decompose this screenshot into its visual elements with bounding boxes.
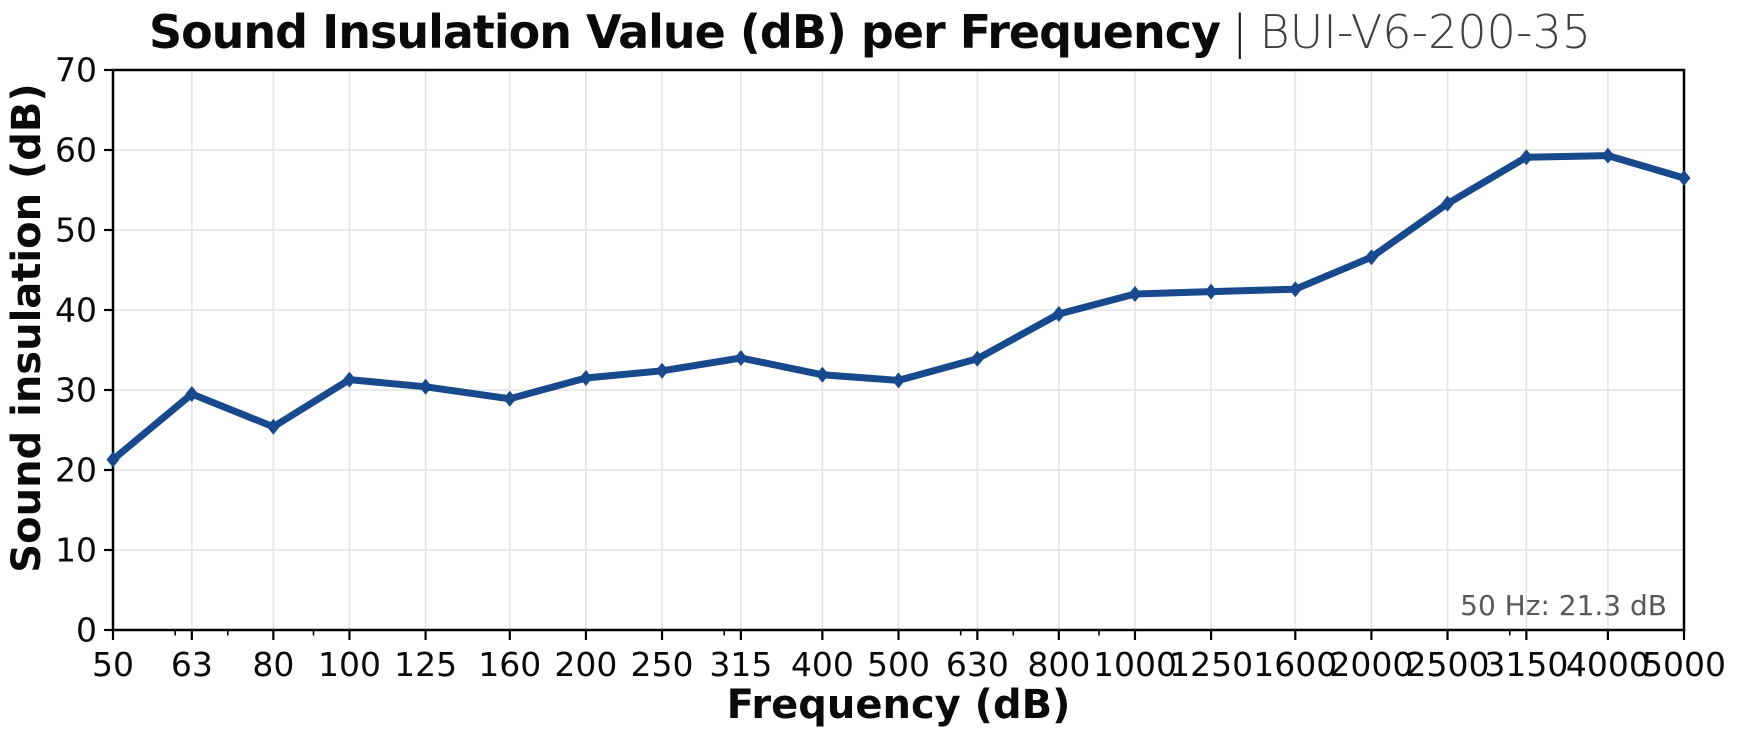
x-tick-label: 160: [478, 645, 541, 684]
chart-title-separator: |: [1232, 5, 1248, 59]
y-tick-label: 60: [55, 131, 97, 170]
x-tick-label: 63: [171, 645, 213, 684]
data-point-marker: [655, 362, 669, 379]
x-tick-label: 1000: [1093, 645, 1177, 684]
chart-title-spec-id: BUI-V6-200-35: [1259, 5, 1592, 59]
data-point-marker: [1441, 195, 1455, 212]
x-tick-label: 315: [709, 645, 772, 684]
data-point-marker: [185, 386, 199, 402]
y-tick-label: 50: [55, 211, 97, 250]
data-point-marker: [1288, 281, 1302, 298]
data-point-marker: [1601, 147, 1615, 164]
data-point-marker: [419, 378, 433, 395]
x-axis-label: Frequency (dB): [726, 682, 1071, 728]
data-point-marker: [1364, 249, 1378, 266]
data-point-marker: [1519, 149, 1533, 166]
data-point-annotation: 50 Hz: 21.3 dB: [1460, 589, 1667, 622]
y-tick-label: 20: [55, 451, 97, 490]
data-point-marker: [579, 370, 593, 386]
x-tick-label: 250: [631, 645, 694, 684]
x-tick-label: 500: [867, 645, 930, 684]
data-point-marker: [1204, 283, 1218, 300]
x-tick-label: 200: [554, 645, 617, 684]
data-point-marker: [1052, 306, 1066, 322]
data-point-marker: [342, 371, 356, 388]
y-tick-label: 70: [55, 51, 97, 90]
x-tick-label: 3150: [1484, 645, 1568, 684]
x-tick-label: 2500: [1406, 645, 1490, 684]
x-tick-label: 125: [394, 645, 457, 684]
x-tick-label: 800: [1027, 645, 1090, 684]
y-tick-label: 10: [55, 531, 97, 570]
x-tick-label: 50: [92, 645, 134, 684]
data-point-marker: [106, 451, 120, 468]
x-tick-label: 4000: [1566, 645, 1650, 684]
x-tick-label: 5000: [1642, 645, 1726, 684]
data-point-marker: [1128, 286, 1142, 302]
x-tick-label: 1250: [1169, 645, 1253, 684]
y-axis-label: Sound insulation (dB): [4, 83, 50, 573]
y-tick-label: 40: [55, 291, 97, 330]
x-tick-label: 1600: [1253, 645, 1337, 684]
chart-title-main: Sound Insulation Value (dB) per Frequenc…: [148, 5, 1221, 59]
y-tick-label: 0: [76, 611, 97, 650]
data-point-marker: [503, 390, 517, 407]
data-point-marker: [815, 366, 829, 383]
x-tick-label: 80: [252, 645, 294, 684]
x-tick-label: 400: [791, 645, 854, 684]
x-tick-label: 2000: [1329, 645, 1413, 684]
data-point-marker: [1677, 170, 1691, 186]
data-point-marker: [892, 372, 905, 389]
y-tick-label: 30: [55, 371, 97, 410]
x-tick-label: 630: [946, 645, 1009, 684]
data-point-marker: [266, 418, 280, 435]
x-tick-label: 100: [318, 645, 381, 684]
chart-title: Sound Insulation Value (dB) per Frequenc…: [0, 6, 1740, 58]
data-point-marker: [970, 350, 984, 367]
data-point-marker: [734, 350, 748, 366]
